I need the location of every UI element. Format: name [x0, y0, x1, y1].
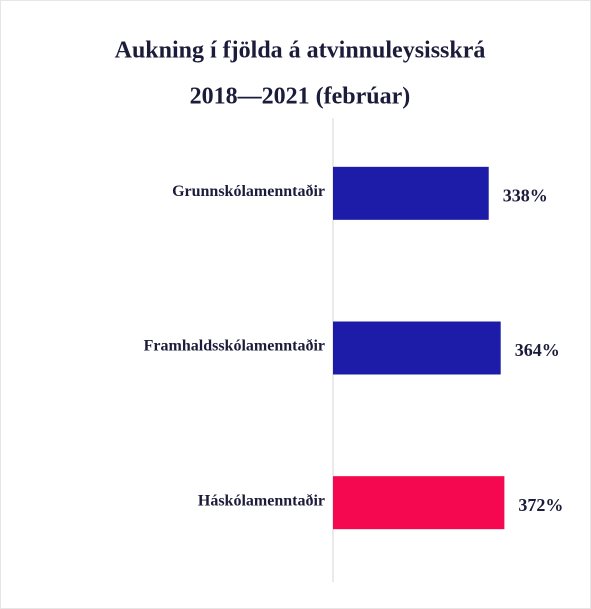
value-label: 364%	[515, 340, 560, 360]
bar	[333, 166, 489, 220]
bar	[333, 476, 505, 530]
category-label: Grunnskólamenntaðir	[172, 183, 325, 200]
chart-title: 2018—2021 (febrúar)	[190, 84, 411, 110]
category-label: Framhaldsskólamenntaðir	[144, 338, 325, 355]
category-label: Háskólamenntaðir	[198, 492, 325, 509]
value-label: 372%	[518, 495, 563, 515]
bar	[333, 321, 501, 375]
value-label: 338%	[503, 185, 548, 205]
chart-title: Aukning í fjölda á atvinnuleysisskrá	[115, 38, 486, 64]
